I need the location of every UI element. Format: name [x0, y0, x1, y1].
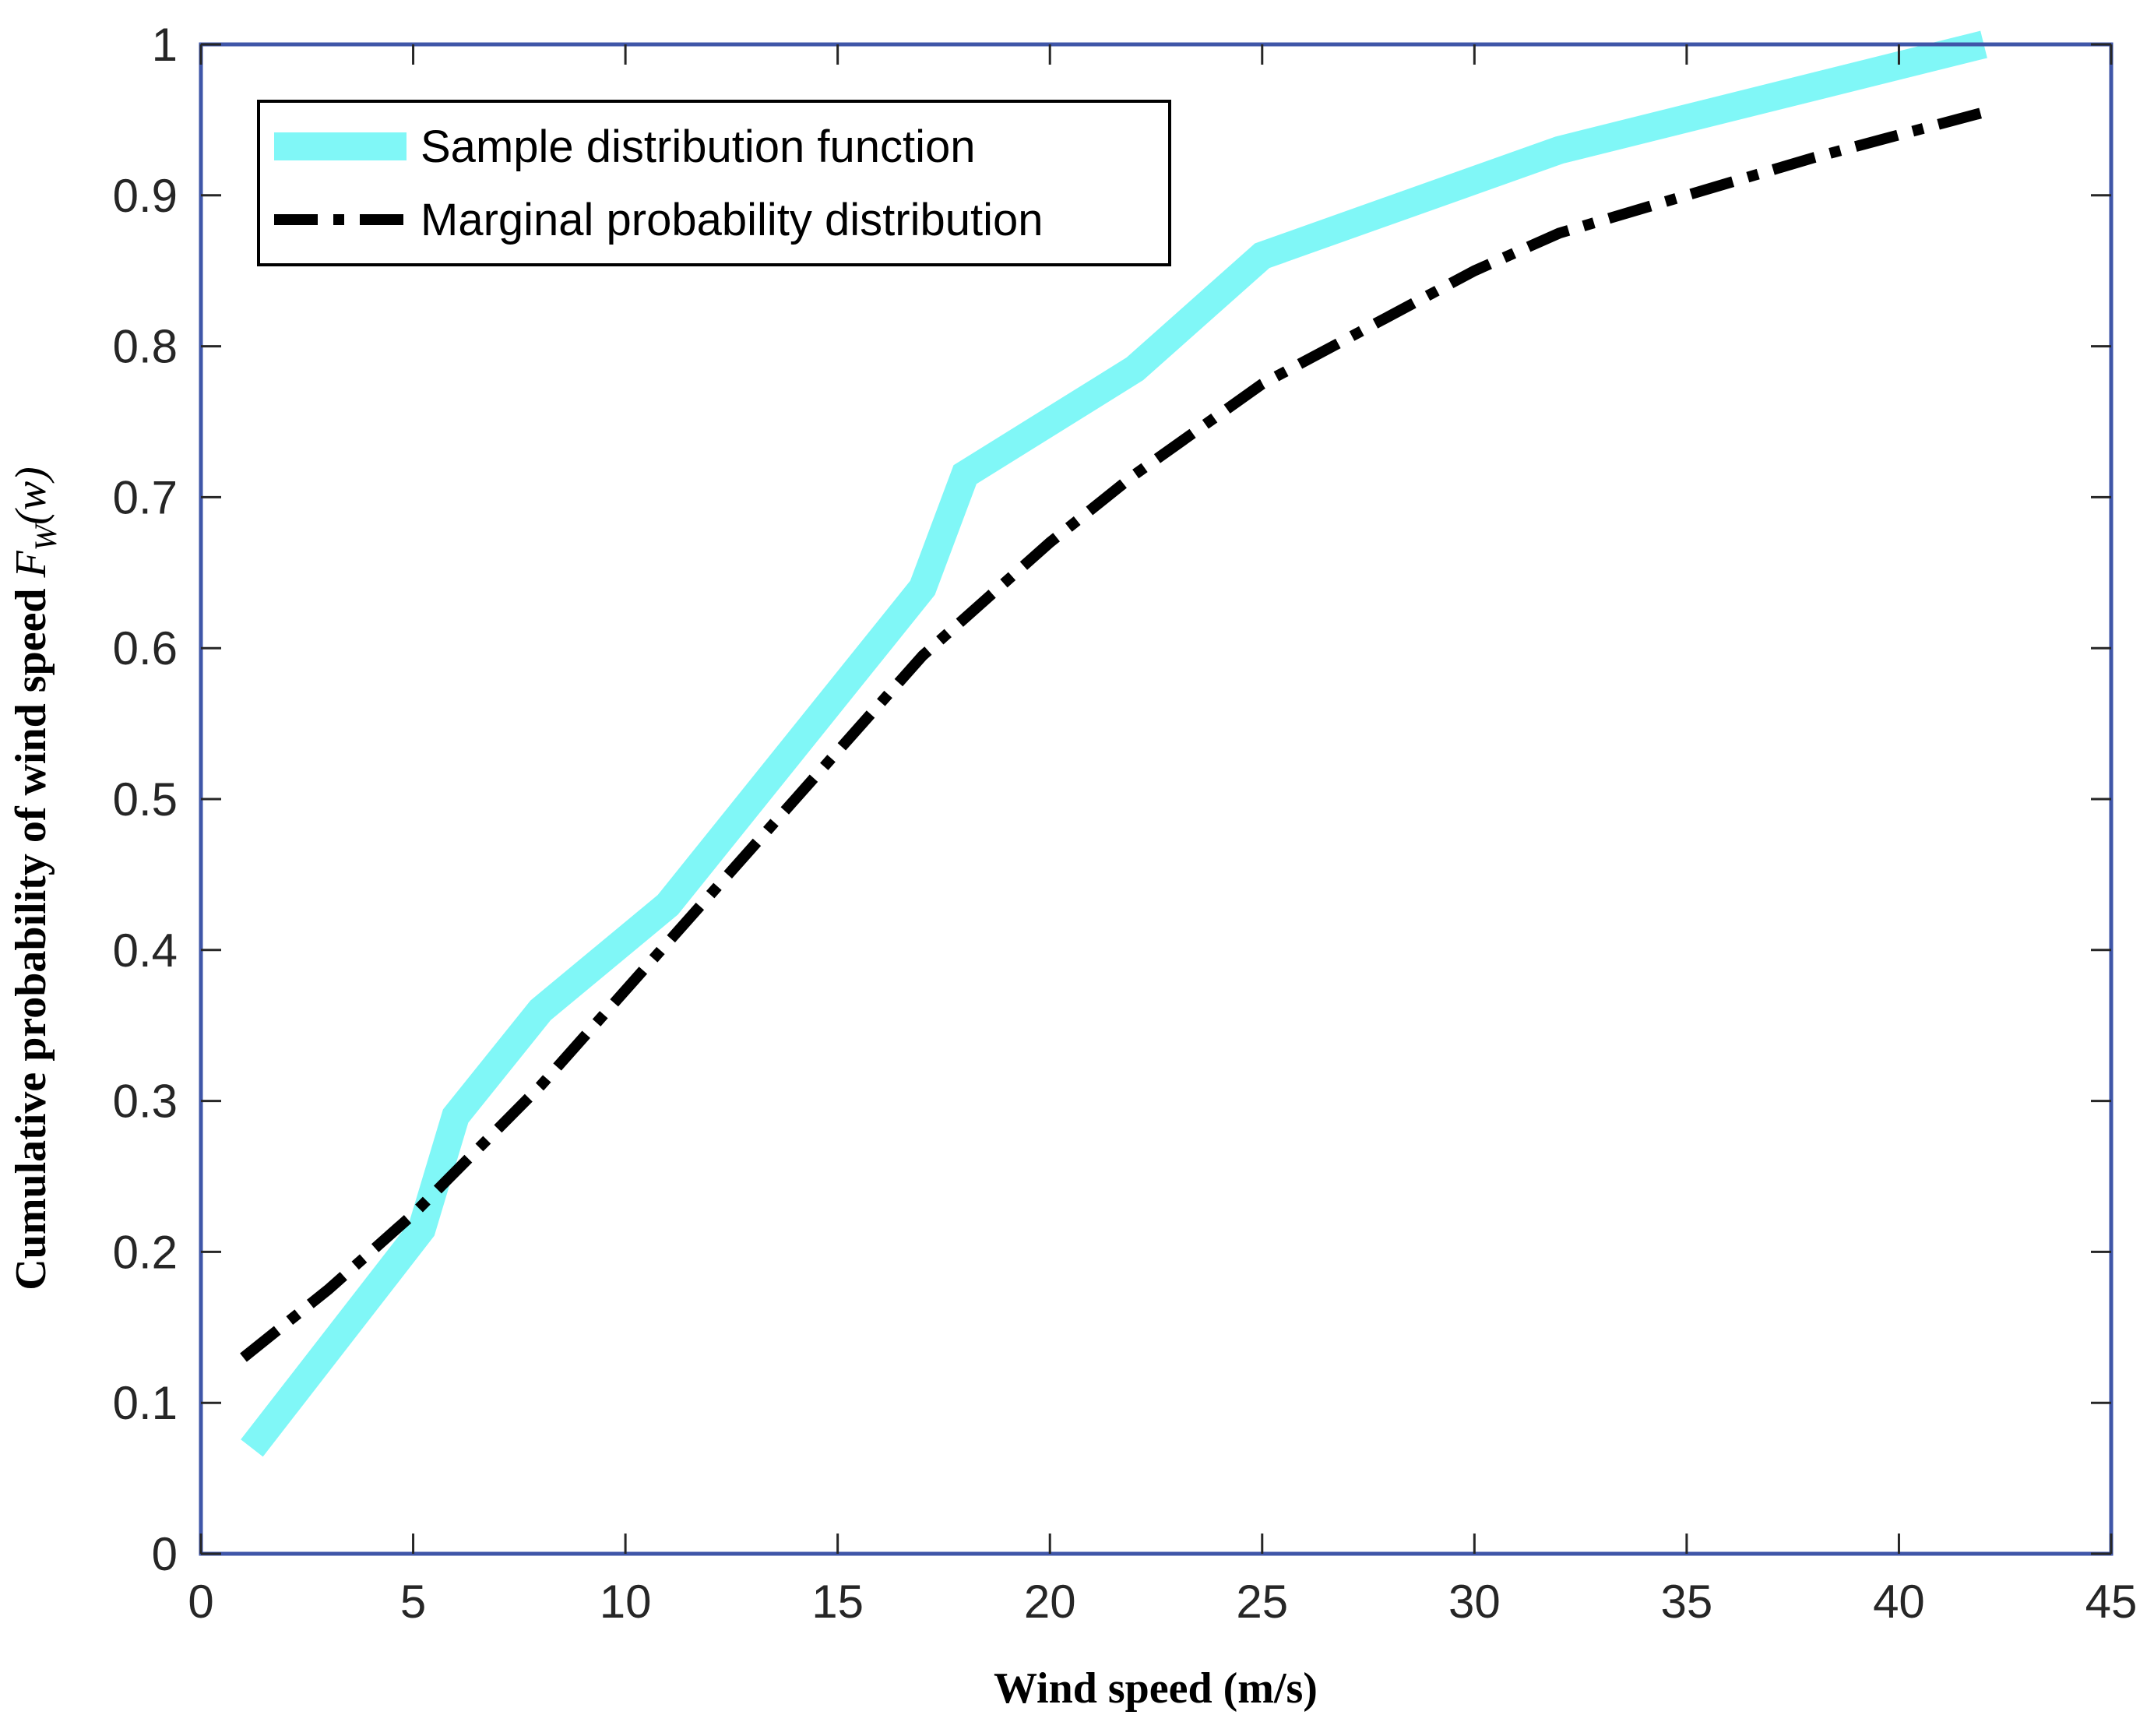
x-tick-label: 40	[1873, 1576, 1925, 1628]
x-tick-label: 0	[188, 1576, 213, 1628]
y-tick-label: 0.6	[113, 622, 178, 674]
x-axis-title: Wind speed (m/s)	[994, 1664, 1318, 1713]
y-tick-label: 0	[152, 1528, 178, 1580]
series-layer	[240, 30, 1987, 1457]
y-axis-title-var: F	[7, 550, 55, 578]
x-tick-label: 25	[1236, 1576, 1288, 1628]
x-tick-label: 45	[2085, 1576, 2138, 1628]
y-tick-label: 0.5	[113, 773, 178, 826]
x-tick-label: 30	[1448, 1576, 1501, 1628]
x-tick-label: 15	[811, 1576, 864, 1628]
y-axis-title-sub: W	[28, 522, 63, 551]
series-line-0	[241, 30, 1987, 1457]
y-tick-label: 0.4	[113, 924, 178, 977]
y-tick-label: 0.3	[113, 1076, 178, 1128]
legend: Sample distribution function Marginal pr…	[257, 100, 1171, 266]
y-axis-title: Cumulative probability of wind speed FW(…	[7, 467, 63, 1291]
y-tick-label: 0.1	[113, 1377, 178, 1429]
legend-label-marginal: Marginal probability distribution	[421, 195, 1044, 245]
legend-label-sample: Sample distribution function	[421, 121, 976, 172]
ticks-layer	[199, 43, 2113, 1555]
y-tick-label: 0.7	[113, 471, 178, 523]
tick-labels-layer: 0 5 10 15 20 25 30 35 40 45 0 0.1 0.2 0.3 0.4 0.5 0.6 0.7…	[113, 19, 2138, 1628]
y-tick-label: 1	[152, 19, 178, 71]
x-tick-label: 10	[600, 1576, 652, 1628]
y-tick-label: 0.9	[113, 170, 178, 222]
x-tick-label: 20	[1024, 1576, 1076, 1628]
y-tick-label: 0.2	[113, 1226, 178, 1278]
y-axis-title-arg: (w)	[7, 467, 55, 525]
x-tick-label: 5	[400, 1576, 426, 1628]
y-tick-label: 0.8	[113, 321, 178, 373]
series-line-1	[240, 107, 1986, 1362]
y-axis-title-text: Cumulative probability of wind speed	[7, 577, 55, 1290]
x-tick-label: 35	[1661, 1576, 1713, 1628]
legend-box	[257, 100, 1171, 266]
